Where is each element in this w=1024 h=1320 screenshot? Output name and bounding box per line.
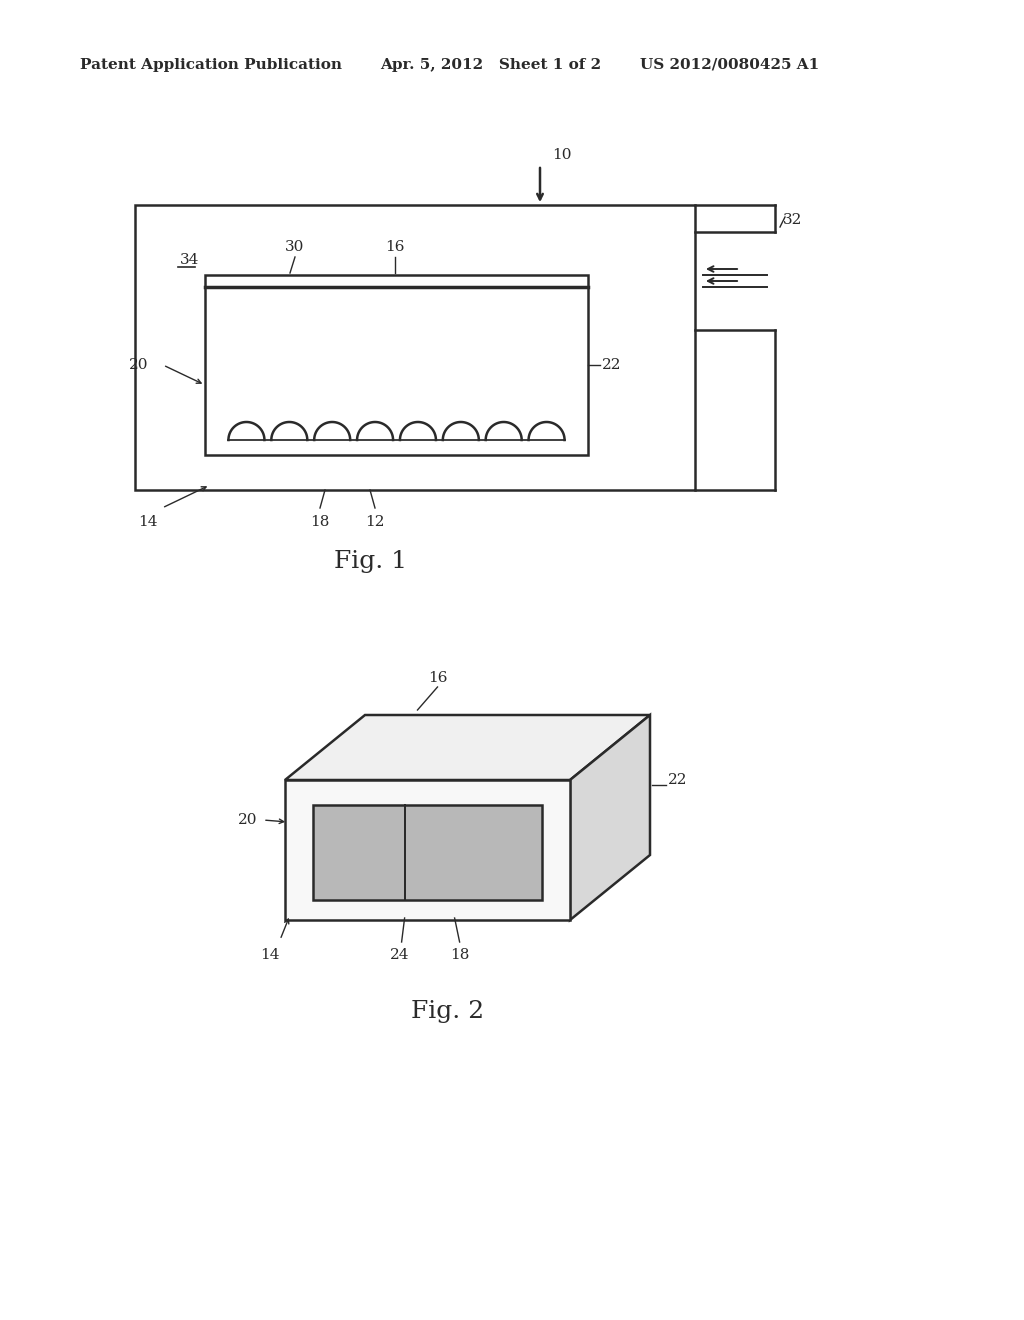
Text: 22: 22 <box>668 774 687 787</box>
Text: 30: 30 <box>286 240 305 253</box>
Bar <box>205 275 588 455</box>
Text: Patent Application Publication: Patent Application Publication <box>80 58 342 73</box>
Text: 12: 12 <box>366 515 385 529</box>
Text: 16: 16 <box>385 240 404 253</box>
Bar <box>135 205 695 490</box>
Text: 10: 10 <box>552 148 571 162</box>
Text: Apr. 5, 2012   Sheet 1 of 2: Apr. 5, 2012 Sheet 1 of 2 <box>380 58 601 73</box>
Text: 20: 20 <box>238 813 257 828</box>
Text: 18: 18 <box>310 515 330 529</box>
Text: US 2012/0080425 A1: US 2012/0080425 A1 <box>640 58 819 73</box>
Text: Fig. 2: Fig. 2 <box>411 1001 484 1023</box>
Text: 34: 34 <box>180 253 200 267</box>
Polygon shape <box>285 715 650 780</box>
Text: 18: 18 <box>450 948 469 962</box>
Polygon shape <box>285 780 570 920</box>
Text: 14: 14 <box>138 515 158 529</box>
Bar <box>313 805 542 900</box>
Text: 22: 22 <box>602 358 622 372</box>
Text: 32: 32 <box>783 213 803 227</box>
Polygon shape <box>570 715 650 920</box>
Text: Fig. 1: Fig. 1 <box>334 550 407 573</box>
Text: 24: 24 <box>390 948 410 962</box>
Text: 16: 16 <box>428 671 447 685</box>
Text: 14: 14 <box>260 948 280 962</box>
Text: 20: 20 <box>128 358 148 372</box>
